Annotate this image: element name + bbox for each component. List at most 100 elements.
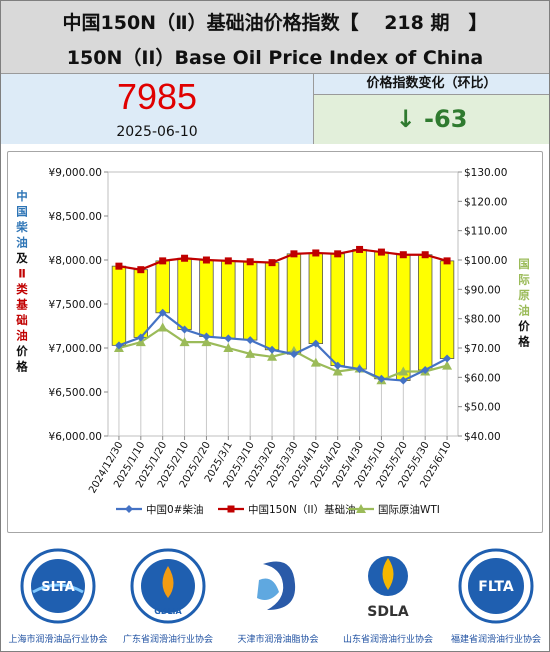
header: 中国150N（Ⅱ）基础油价格指数【 218 期 】 150N（II）Base O…	[1, 1, 549, 74]
slta-label: 上海市润滑油品行业协会	[8, 635, 108, 645]
index-panel: 7985 2025-06-10	[1, 74, 314, 144]
right-tick-label: $50.00	[464, 402, 501, 414]
change-value: -63	[424, 105, 468, 133]
diesel-point	[180, 325, 189, 334]
flta-mark: FLTA	[478, 579, 514, 595]
left-axis-label: 国	[16, 205, 28, 219]
down-arrow-icon: ↓	[395, 105, 416, 133]
left-axis-label: Ⅱ	[18, 267, 26, 281]
diesel-point	[377, 374, 386, 383]
base-oil-point	[268, 259, 276, 267]
right-tick-label: $120.00	[464, 196, 507, 208]
sdla-logo-icon: SDLA	[367, 556, 409, 620]
sdla-label: 山东省润滑油行业协会	[342, 635, 433, 645]
slta-logo: SLTA 上海市润滑油品行业协会	[3, 544, 113, 651]
sdla-mark: SDLA	[367, 604, 409, 620]
chart-area: ¥6,000.00 ¥6,500.00 ¥7,000.00 ¥7,500.00 ¥8,0…	[7, 151, 543, 533]
diesel-point	[311, 339, 320, 348]
legend-wti-marker	[356, 504, 366, 513]
wti-point	[267, 351, 278, 361]
index-date: 2025-06-10	[116, 124, 198, 140]
right-tick-label: $60.00	[464, 372, 501, 384]
base-oil-point	[246, 258, 254, 266]
diesel-point	[224, 334, 233, 343]
left-tick-label: ¥7,500.00	[49, 299, 102, 311]
spread-bar	[286, 253, 302, 355]
wti-point	[398, 366, 409, 376]
sdla-logo: SDLA 山东省润滑油行业协会	[333, 544, 443, 651]
price-chart: ¥6,000.00 ¥6,500.00 ¥7,000.00 ¥7,500.00 ¥8,0…	[15, 167, 530, 516]
wti-point	[332, 366, 343, 376]
base-oil-point	[137, 266, 145, 274]
legend-diesel-label: 中国0#柴油	[146, 503, 203, 516]
legend-base-oil-marker	[227, 505, 235, 513]
right-tick-label: $90.00	[464, 284, 501, 296]
right-tick-label: $40.00	[464, 431, 501, 443]
spread-bar	[155, 260, 170, 314]
wti-point	[223, 343, 234, 352]
gdlia-label: 广东省润滑油行业协会	[122, 635, 213, 645]
diesel-point	[136, 333, 145, 342]
spread-bar	[439, 260, 455, 359]
left-axis-label: 基	[15, 298, 28, 312]
wti-point	[135, 337, 146, 347]
wti-point	[442, 360, 453, 370]
left-axis-label: 油	[16, 236, 28, 250]
title-chinese: 中国150N（Ⅱ）基础油价格指数【 218 期 】	[62, 12, 488, 34]
spread-bar	[133, 269, 148, 338]
right-axis-label: 油	[518, 304, 530, 318]
spread-bar	[396, 254, 411, 381]
right-tick-label: $130.00	[464, 167, 507, 179]
wti-point	[245, 348, 256, 358]
spread-bar	[352, 249, 367, 370]
left-axis-label: 础	[16, 313, 28, 327]
left-axis-label: 油	[16, 329, 28, 343]
base-oil-point	[399, 251, 407, 259]
wti-line	[118, 326, 448, 382]
diesel-point	[355, 365, 364, 374]
diesel-point	[268, 345, 277, 354]
tianjin-logo: 天津市润滑油脂协会	[223, 544, 333, 651]
gdlia-mark: GDLIA	[154, 607, 182, 616]
legend-base-oil-label: 中国150N（II）基础油	[248, 503, 356, 516]
spread-bar	[264, 262, 280, 351]
flta-label: 福建省润滑油行业协会	[450, 635, 541, 645]
spread-bar	[374, 251, 389, 380]
left-axis-label: 及	[16, 251, 28, 265]
diesel-point	[421, 366, 430, 374]
left-axis-label: 柴	[15, 220, 28, 234]
index-value: 7985	[116, 76, 198, 117]
left-tick-label: ¥8,500.00	[49, 211, 102, 223]
spread-bar	[243, 261, 258, 341]
tianjin-logo-icon	[257, 561, 296, 610]
base-oil-point	[224, 257, 232, 265]
right-axis-label: 原	[518, 288, 530, 302]
logo-strip: SLTA 上海市润滑油品行业协会 GDLIA 广东省润滑油行业协会 天津市润滑油…	[1, 544, 549, 651]
wti-point	[157, 322, 168, 332]
left-tick-label: ¥6,500.00	[49, 387, 102, 399]
base-oil-point	[181, 254, 189, 262]
wti-point	[201, 337, 212, 347]
base-oil-point	[290, 250, 298, 258]
spread-bar	[418, 254, 433, 371]
left-tick-label: ¥7,000.00	[49, 343, 102, 355]
right-tick-label: $70.00	[464, 343, 501, 355]
legend-diesel-marker	[125, 505, 133, 513]
diesel-point	[114, 341, 123, 350]
spread-bar	[221, 260, 236, 339]
diesel-line	[118, 311, 448, 382]
wti-point	[310, 357, 321, 367]
slta-logo-icon: SLTA	[20, 548, 96, 624]
right-axis-label: 国	[518, 257, 530, 271]
left-axis-label: 中	[16, 189, 28, 203]
spread-bar	[330, 253, 345, 366]
base-oil-point	[421, 251, 429, 259]
title-english: 150N（II）Base Oil Price Index of China	[66, 47, 484, 69]
flta-logo: FLTA 福建省润滑油行业协会	[441, 544, 550, 651]
base-oil-point	[356, 245, 364, 253]
diesel-point	[158, 308, 167, 317]
diesel-point	[399, 376, 408, 385]
right-axis-label: 际	[518, 273, 530, 287]
base-oil-point	[377, 248, 385, 256]
left-tick-label: ¥6,000.00	[49, 431, 102, 443]
